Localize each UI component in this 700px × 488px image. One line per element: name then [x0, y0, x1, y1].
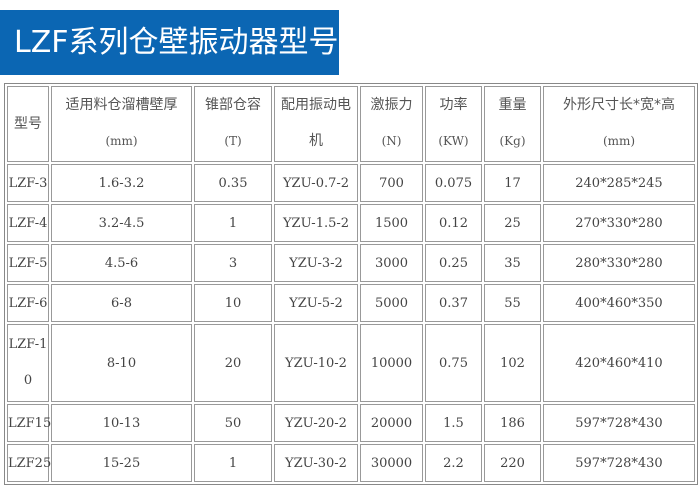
table-row: LZF25 15-25 1 YZU-30-2 30000 2.2 220 597*728*43… — [7, 444, 695, 482]
cell-dimensions: 597*728*430 — [543, 404, 695, 442]
header-label: 重量 — [498, 97, 527, 113]
cell-weight: 35 — [484, 244, 541, 282]
header-label: 锥部仓容 — [205, 97, 261, 113]
cell-cone-capacity: 10 — [194, 284, 272, 322]
cell-power: 0.075 — [425, 164, 482, 202]
cell-cone-capacity: 0.35 — [194, 164, 272, 202]
cell-motor: YZU-20-2 — [274, 404, 358, 442]
table-row: LZF-5 4.5-6 3 YZU-3-2 3000 0.25 35 280*330*280 — [7, 244, 695, 282]
header-unit: (mm) — [105, 134, 138, 148]
model-spec-table: 型号 适用料仓溜槽壁厚 (mm) 锥部仓容 (T) 配用振动电机 激振力 (N) 功率… — [4, 83, 698, 485]
cell-model: LZF-10 — [7, 324, 49, 402]
cell-exciting-force: 10000 — [360, 324, 423, 402]
table-row: LZF-4 3.2-4.5 1 YZU-1.5-2 1500 0.12 25 270*330*… — [7, 204, 695, 242]
page-title: LZF系列仓壁振动器型号 — [0, 10, 339, 75]
cell-wall-thickness: 15-25 — [51, 444, 192, 482]
cell-wall-thickness: 6-8 — [51, 284, 192, 322]
cell-power: 0.37 — [425, 284, 482, 322]
header-unit: (T) — [224, 134, 242, 148]
cell-model: LZF15 — [7, 404, 51, 442]
cell-exciting-force: 700 — [360, 164, 423, 202]
cell-dimensions: 280*330*280 — [543, 244, 695, 282]
cell-exciting-force: 20000 — [360, 404, 423, 442]
cell-power: 0.75 — [425, 324, 482, 402]
cell-dimensions: 420*460*410 — [543, 324, 695, 402]
header-label: 适用料仓溜槽壁厚 — [65, 97, 178, 113]
cell-exciting-force: 3000 — [360, 244, 423, 282]
cell-motor: YZU-5-2 — [274, 284, 358, 322]
header-unit: 机 — [309, 133, 323, 149]
table-row: LZF-3 1.6-3.2 0.35 YZU-0.7-2 700 0.075 17 240*2… — [7, 164, 695, 202]
cell-dimensions: 240*285*245 — [543, 164, 695, 202]
cell-wall-thickness: 8-10 — [51, 324, 192, 402]
header-unit: (N) — [381, 134, 402, 148]
cell-motor: YZU-30-2 — [274, 444, 358, 482]
cell-model: LZF25 — [7, 444, 51, 482]
cell-weight: 186 — [484, 404, 541, 442]
cell-cone-capacity: 3 — [194, 244, 272, 282]
header-cone-capacity: 锥部仓容 (T) — [194, 86, 272, 162]
header-label: 配用振动电 — [281, 97, 351, 113]
cell-exciting-force: 30000 — [360, 444, 423, 482]
cell-power: 2.2 — [425, 444, 482, 482]
cell-wall-thickness: 1.6-3.2 — [51, 164, 192, 202]
cell-power: 1.5 — [425, 404, 482, 442]
cell-weight: 55 — [484, 284, 541, 322]
cell-exciting-force: 1500 — [360, 204, 423, 242]
header-motor: 配用振动电机 — [274, 86, 358, 162]
cell-dimensions: 400*460*350 — [543, 284, 695, 322]
cell-motor: YZU-3-2 — [274, 244, 358, 282]
cell-cone-capacity: 1 — [194, 204, 272, 242]
cell-cone-capacity: 50 — [194, 404, 272, 442]
table-row: LZF-6 6-8 10 YZU-5-2 5000 0.37 55 400*460*350 — [7, 284, 695, 322]
cell-exciting-force: 5000 — [360, 284, 423, 322]
cell-dimensions: 270*330*280 — [543, 204, 695, 242]
cell-cone-capacity: 1 — [194, 444, 272, 482]
header-unit: (mm) — [602, 134, 636, 148]
header-label: 激振力 — [370, 97, 413, 113]
cell-motor: YZU-0.7-2 — [274, 164, 358, 202]
cell-model: LZF-3 — [7, 164, 49, 202]
header-power: 功率 (KW) — [425, 86, 482, 162]
cell-weight: 102 — [484, 324, 541, 402]
cell-weight: 25 — [484, 204, 541, 242]
header-label: 功率 — [439, 97, 468, 113]
cell-motor: YZU-1.5-2 — [274, 204, 358, 242]
header-unit: (KW) — [438, 134, 469, 148]
header-label: 型号 — [14, 116, 42, 132]
cell-weight: 220 — [484, 444, 541, 482]
table-row: LZF-10 8-10 20 YZU-10-2 10000 0.75 102 420*460*… — [7, 324, 695, 402]
cell-power: 0.12 — [425, 204, 482, 242]
table-header-row: 型号 适用料仓溜槽壁厚 (mm) 锥部仓容 (T) 配用振动电机 激振力 (N) 功率… — [7, 86, 695, 162]
cell-weight: 17 — [484, 164, 541, 202]
cell-dimensions: 597*728*430 — [543, 444, 695, 482]
header-label: 外形尺寸长*宽*高 — [563, 97, 675, 113]
cell-power: 0.25 — [425, 244, 482, 282]
cell-model: LZF-6 — [7, 284, 49, 322]
cell-model: LZF-4 — [7, 204, 49, 242]
cell-wall-thickness: 10-13 — [51, 404, 192, 442]
cell-cone-capacity: 20 — [194, 324, 272, 402]
header-dimensions: 外形尺寸长*宽*高 (mm) — [543, 86, 695, 162]
header-exciting-force: 激振力 (N) — [360, 86, 423, 162]
header-wall-thickness: 适用料仓溜槽壁厚 (mm) — [51, 86, 192, 162]
cell-wall-thickness: 4.5-6 — [51, 244, 192, 282]
cell-wall-thickness: 3.2-4.5 — [51, 204, 192, 242]
table-row: LZF15 10-13 50 YZU-20-2 20000 1.5 186 597*728*4… — [7, 404, 695, 442]
cell-model: LZF-5 — [7, 244, 49, 282]
header-weight: 重量 (Kg) — [484, 86, 541, 162]
header-model: 型号 — [7, 86, 49, 162]
header-unit: (Kg) — [499, 134, 526, 148]
cell-motor: YZU-10-2 — [274, 324, 358, 402]
